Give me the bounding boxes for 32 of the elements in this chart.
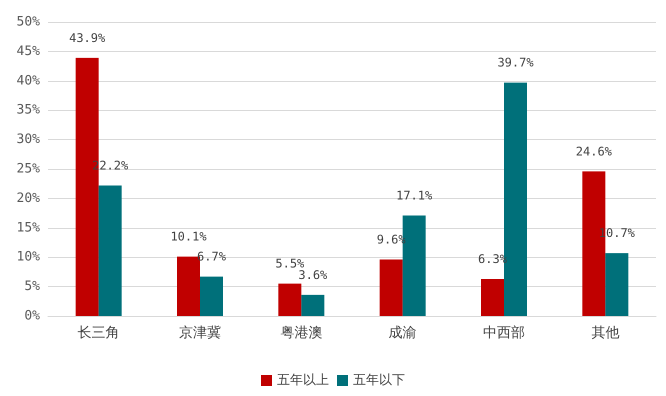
y-tick-label: 10% [16, 250, 40, 265]
bar [278, 284, 302, 316]
data-label: 24.6% [576, 144, 613, 158]
bar [605, 253, 628, 316]
legend-label: 五年以下 [353, 373, 405, 388]
data-label: 39.7% [497, 56, 534, 70]
y-tick-label: 50% [16, 14, 40, 30]
y-tick-label: 20% [16, 190, 40, 206]
y-tick-label: 15% [16, 220, 40, 236]
data-label: 17.1% [396, 188, 434, 202]
y-tick-label: 35% [16, 102, 40, 118]
x-tick-label: 成渝 [388, 325, 417, 341]
y-tick-label: 0% [24, 308, 40, 324]
data-label: 6.7% [197, 250, 227, 264]
x-tick-label: 中西部 [483, 325, 525, 341]
data-label: 43.9% [69, 30, 106, 45]
bar [301, 294, 324, 316]
x-tick-label: 长三角 [78, 325, 120, 341]
y-tick-label: 45% [16, 44, 40, 59]
y-tick-label: 40% [16, 73, 40, 88]
x-tick-label: 其他 [591, 325, 620, 341]
y-tick-label: 25% [16, 162, 40, 176]
x-tick-label: 粤港澳 [280, 325, 322, 341]
bar [98, 185, 122, 316]
bar [481, 278, 504, 316]
y-tick-label: 5% [24, 279, 40, 294]
y-tick-label: 30% [16, 132, 40, 148]
legend-label: 五年以上 [277, 373, 329, 388]
bar [200, 276, 223, 316]
x-tick-label: 京津冀 [179, 325, 221, 341]
data-label: 10.1% [170, 230, 208, 244]
bar [380, 260, 403, 316]
